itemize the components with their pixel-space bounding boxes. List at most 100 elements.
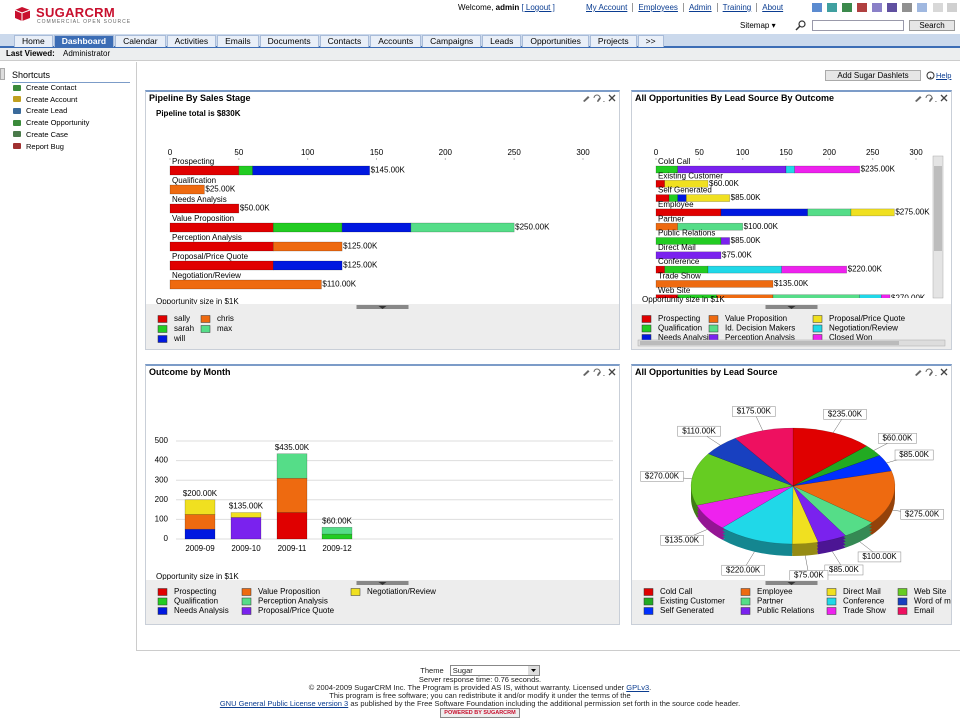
bar-segment bbox=[664, 180, 709, 188]
top-link[interactable]: My Account bbox=[586, 3, 628, 12]
shortcut[interactable]: Create Account bbox=[12, 95, 77, 104]
legend-area bbox=[146, 580, 619, 624]
nav-tab[interactable]: Dashboard bbox=[53, 35, 115, 47]
label-box bbox=[721, 564, 765, 576]
legend-area bbox=[146, 304, 619, 349]
legend-label: Perception Analysis bbox=[258, 597, 328, 606]
nav-tab[interactable]: Home bbox=[14, 35, 53, 47]
dashlet: All Opportunities by Lead Source $235.00K… bbox=[631, 364, 952, 625]
nav-tab[interactable]: Accounts bbox=[370, 35, 422, 47]
label-box bbox=[824, 564, 864, 576]
bar-segment bbox=[720, 208, 808, 217]
bar-segment bbox=[230, 512, 262, 518]
sidebar-toggle[interactable] bbox=[0, 68, 5, 80]
top-link[interactable]: Training bbox=[716, 3, 752, 12]
bar-segment bbox=[794, 165, 860, 174]
nav-tab[interactable]: Projects bbox=[589, 35, 637, 47]
shortcut-icon bbox=[13, 96, 21, 103]
legend-label: Cold Call bbox=[660, 587, 693, 596]
shortcut[interactable]: Create Contact bbox=[12, 83, 76, 92]
bar-segment bbox=[169, 222, 274, 233]
legend-swatch bbox=[241, 597, 252, 606]
last-viewed-item[interactable]: Administrator bbox=[63, 49, 111, 58]
nav-tab[interactable]: Leads bbox=[482, 35, 522, 47]
edit-icon[interactable] bbox=[915, 370, 922, 376]
nav-tab[interactable]: >> bbox=[637, 35, 664, 47]
close-icon[interactable] bbox=[608, 94, 616, 102]
close-icon[interactable] bbox=[608, 368, 616, 376]
shortcut[interactable]: Create Case bbox=[12, 130, 68, 139]
refresh-icon[interactable] bbox=[925, 368, 937, 376]
logout[interactable]: [ Logout ] bbox=[521, 3, 555, 12]
resize-arrow bbox=[378, 306, 387, 309]
legend-label: max bbox=[217, 324, 232, 333]
nav-tab[interactable]: Opportunities bbox=[522, 35, 589, 47]
shortcut[interactable]: Report Bug bbox=[12, 142, 64, 151]
bar-segment bbox=[807, 208, 852, 217]
slice bbox=[696, 485, 794, 529]
select-arrow bbox=[527, 666, 539, 675]
label-box bbox=[878, 433, 917, 444]
refresh-icon[interactable] bbox=[925, 94, 937, 102]
total-label: $100.00K bbox=[744, 222, 779, 231]
label-box bbox=[677, 425, 721, 437]
dashlet-icons bbox=[915, 368, 948, 376]
edit-icon[interactable] bbox=[915, 96, 922, 102]
close-icon[interactable] bbox=[940, 94, 948, 102]
theme-select[interactable]: Sugar bbox=[449, 665, 540, 676]
nav-tab[interactable]: Calendar bbox=[115, 35, 166, 47]
edit-icon[interactable] bbox=[583, 96, 590, 102]
nav-tab[interactable]: Documents bbox=[259, 35, 319, 47]
search-button[interactable]: Search bbox=[909, 20, 955, 31]
category-label: Public Relations bbox=[658, 229, 715, 238]
x-tick-label: 0 bbox=[168, 148, 173, 157]
dashlet-title: All Opportunities By Lead Source By Outc… bbox=[635, 93, 835, 103]
tagline: COMMERCIAL OPEN SOURCE bbox=[37, 19, 132, 25]
dashlet: Pipeline By Sales Stage 0 50 100 150 200 250 30… bbox=[145, 90, 620, 350]
total-label: $435.00K bbox=[275, 443, 310, 452]
legend-swatch bbox=[740, 588, 751, 596]
slice bbox=[791, 485, 819, 545]
chart: 0 100 200 300 400 500 2009-09 $200.00K 2009-10 $1… bbox=[146, 436, 619, 624]
edit-icon[interactable] bbox=[583, 370, 590, 376]
nav-tab[interactable]: Emails bbox=[217, 35, 259, 47]
shortcut-label: Create Contact bbox=[26, 83, 77, 92]
legend-label: Needs Analysis bbox=[174, 606, 229, 615]
nav-tab[interactable]: Campaigns bbox=[422, 35, 482, 47]
add-dashlets[interactable]: Add Sugar Dashlets bbox=[825, 70, 921, 81]
total-label: $275.00K bbox=[895, 208, 930, 217]
top-link[interactable]: Admin bbox=[682, 3, 712, 12]
sitemap[interactable]: Sitemap ▾ bbox=[740, 21, 776, 30]
icon-shape bbox=[13, 107, 21, 114]
legend-swatch bbox=[897, 597, 908, 606]
shortcut-icon bbox=[13, 119, 21, 126]
y-tick-label: 400 bbox=[155, 456, 169, 465]
top-link[interactable]: About bbox=[756, 3, 784, 12]
top-link[interactable]: Employees bbox=[632, 3, 678, 12]
chart: 0 50 100 150 200 250 300 Cold Call $235.00K Exist… bbox=[632, 148, 951, 349]
legend-swatch bbox=[641, 324, 652, 333]
nav-tab[interactable]: Activities bbox=[166, 35, 217, 47]
last-viewed-label: Last Viewed: bbox=[6, 49, 55, 58]
total-label: $25.00K bbox=[205, 185, 235, 194]
shortcut[interactable]: Create Lead bbox=[12, 106, 67, 115]
refresh-icon[interactable] bbox=[593, 94, 605, 102]
search-input[interactable] bbox=[812, 20, 904, 31]
total-label: $220.00K bbox=[848, 265, 883, 274]
refresh-icon[interactable] bbox=[593, 368, 605, 376]
bar-segment bbox=[850, 208, 895, 217]
gpl-link[interactable]: GPLv3 bbox=[626, 683, 650, 692]
shortcut[interactable]: Create Opportunity bbox=[12, 118, 89, 127]
x-tick-label: 50 bbox=[695, 148, 704, 157]
scrollbar-thumb bbox=[934, 166, 942, 251]
close-icon[interactable] bbox=[940, 368, 948, 376]
legend-swatch bbox=[157, 588, 168, 596]
bar-segment bbox=[859, 294, 882, 298]
shortcut-icon bbox=[13, 143, 21, 149]
nav-tab[interactable]: Contacts bbox=[319, 35, 370, 47]
license-link[interactable]: GNU General Public License version 3 bbox=[219, 699, 349, 708]
help[interactable]: Help bbox=[936, 71, 952, 80]
legend-swatch bbox=[643, 588, 654, 596]
shortcut-label: Create Opportunity bbox=[26, 118, 90, 128]
